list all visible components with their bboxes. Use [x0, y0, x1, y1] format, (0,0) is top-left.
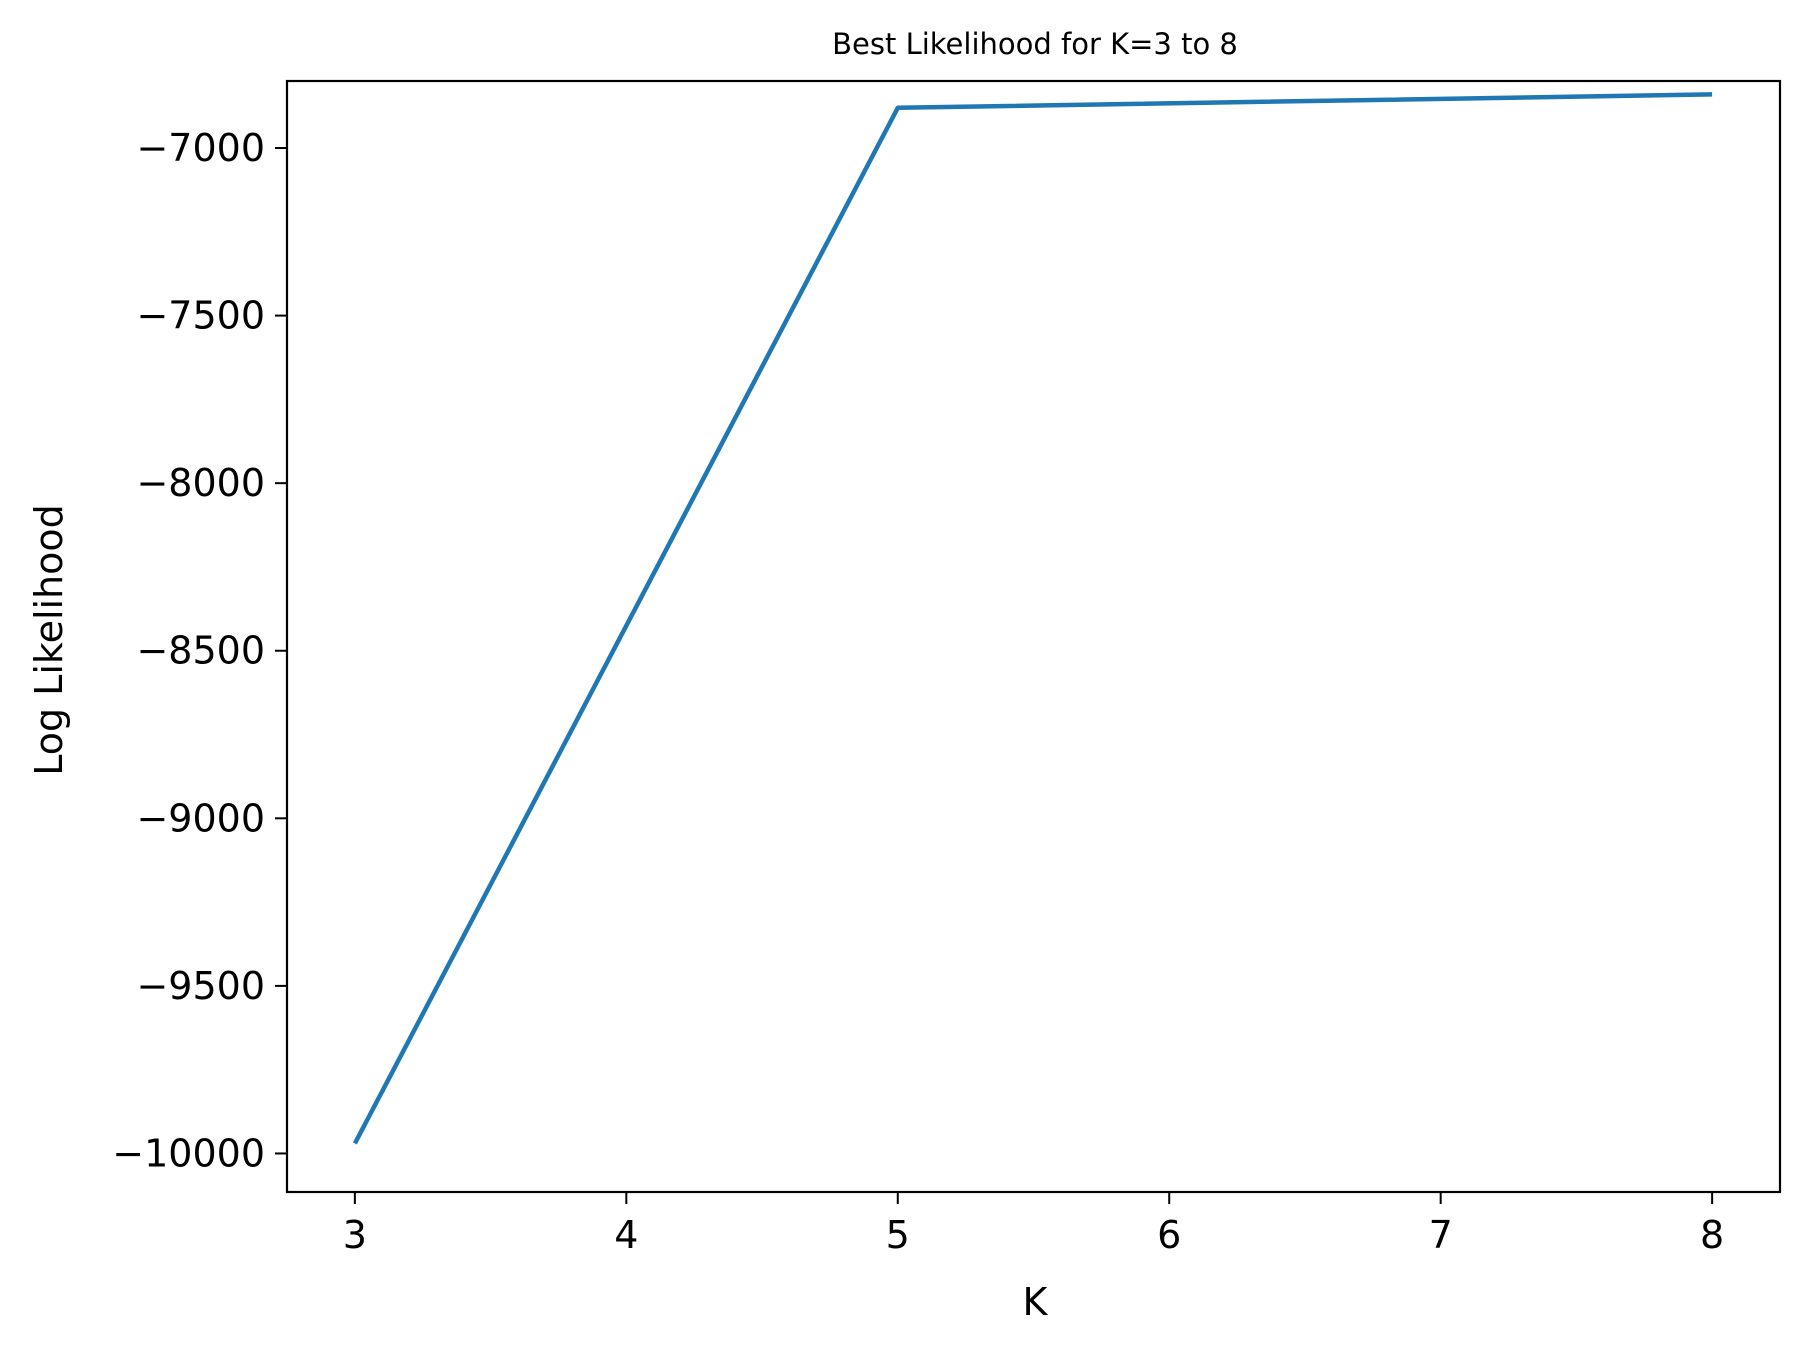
x-tick-label: 8 — [1700, 1213, 1724, 1257]
x-tick-label: 3 — [343, 1213, 367, 1257]
x-axis: 3 4 5 6 7 8 — [343, 1192, 1724, 1257]
x-axis-label: K — [1023, 1280, 1049, 1324]
x-tick-label: 6 — [1157, 1213, 1181, 1257]
x-tick-label: 5 — [886, 1213, 910, 1257]
y-axis: −10000 −9500 −9000 −8500 −8000 −7500 −7000 — [112, 126, 287, 1175]
y-tick-label: −9500 — [136, 964, 265, 1008]
plot-frame — [285, 79, 1782, 1194]
chart-title: Best Likelihood for K=3 to 8 — [832, 27, 1238, 61]
series-line — [352, 92, 1713, 1145]
x-tick-label: 7 — [1429, 1213, 1453, 1257]
y-tick-label: −8000 — [136, 461, 265, 505]
y-axis-label: Log Likelihood — [27, 504, 71, 776]
y-tick-label: −8500 — [136, 629, 265, 673]
y-tick-label: −9000 — [136, 796, 265, 840]
plot-area — [285, 79, 1782, 1194]
y-tick-label: −7000 — [136, 126, 265, 170]
series-layer — [352, 92, 1713, 1145]
y-tick-label: −7500 — [136, 294, 265, 338]
x-tick-label: 4 — [614, 1213, 638, 1257]
y-tick-label: −10000 — [112, 1131, 265, 1175]
